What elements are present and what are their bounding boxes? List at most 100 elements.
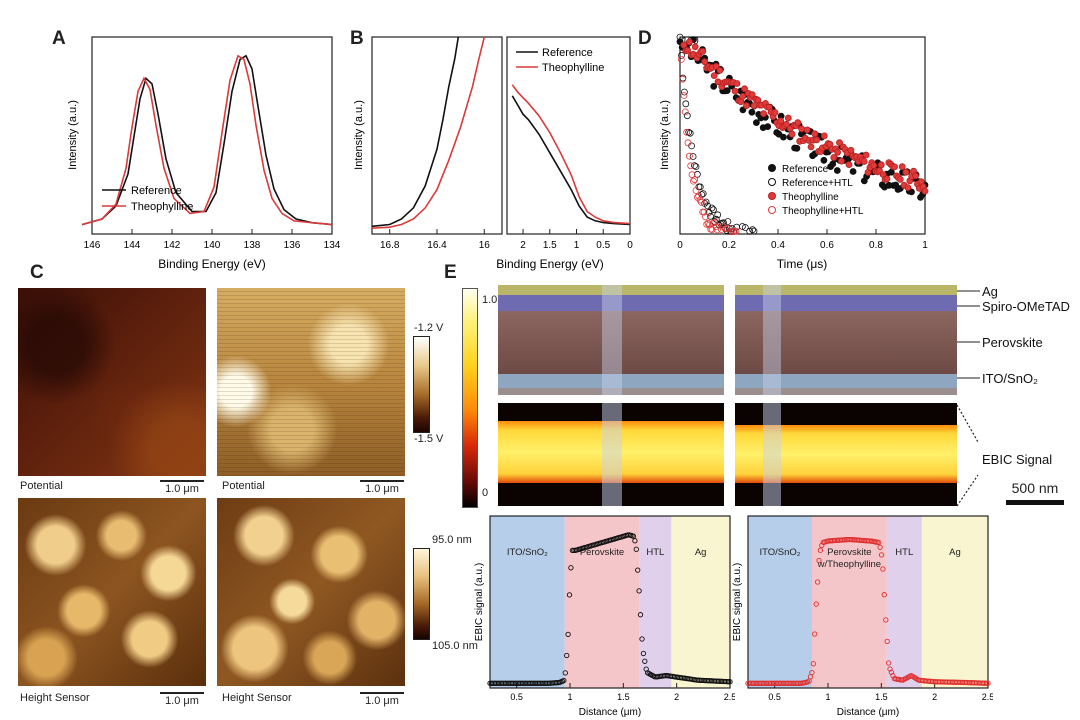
legend-d-reference-htl-marker <box>768 178 776 186</box>
scale-bar-potential-reference: 1.0 μm <box>160 480 204 495</box>
chart-d-point-theophylline <box>891 163 899 171</box>
chart-e1-xtick-label-1: 1 <box>567 692 572 702</box>
chart-d-point-theophylline-htl <box>681 108 689 116</box>
chart-b-left-series-theophylline <box>372 37 486 229</box>
chart-d-point-reference-htl <box>692 163 700 171</box>
chart-b-right-xtick-label-1: 1.5 <box>543 240 557 251</box>
chart-a-xlabel: Binding Energy (eV) <box>158 257 265 271</box>
chart-d-point-reference-htl <box>686 129 694 137</box>
potential-image-reference <box>18 288 206 476</box>
chart-d-point-theophylline-htl <box>680 92 688 99</box>
chart-e2-point <box>812 631 818 637</box>
chart-d-point-theophylline <box>912 172 919 180</box>
chart-e2-point <box>880 566 886 572</box>
chart-e2-xtick-label-2: 1.5 <box>875 692 888 702</box>
chart-d-point-reference <box>820 156 828 164</box>
sem-cross-section-theophylline <box>735 285 957 395</box>
chart-e2-point <box>883 617 889 623</box>
chart-e2-point <box>985 680 991 686</box>
chart-b-right-xtick-label-0: 2 <box>520 240 526 251</box>
legend-a-theophylline: Theophylline <box>131 201 193 213</box>
panel-letter-d: D <box>638 28 652 49</box>
chart-e1-xtick-label-3: 2 <box>674 692 679 702</box>
chart-d-point-theophylline-htl <box>690 177 697 185</box>
ebic-map-reference <box>498 403 724 506</box>
chart-d-point-theophylline <box>877 161 885 169</box>
chart-d-point-theophylline-htl <box>704 219 712 227</box>
chart-e1-point <box>632 538 638 544</box>
potential-caption-reference: Potential <box>20 480 63 492</box>
legend-d-theophylline: Theophylline <box>782 192 839 203</box>
chart-a-xtick-label-6: 134 <box>324 240 341 251</box>
height-colorbar-top: 95.0 nm <box>432 534 472 546</box>
chart-d-point-theophylline <box>731 87 739 95</box>
chart-e2-point <box>817 547 824 553</box>
chart-e2-region-label-1: Perovskite <box>827 547 871 558</box>
legend-d-theophylline-htl-marker <box>768 206 776 214</box>
chart-e2-point <box>810 661 816 667</box>
potential-colorbar-top: -1.2 V <box>414 322 444 334</box>
legend-d-theophylline-marker <box>768 192 776 200</box>
legend-b-theophylline: Theophylline <box>542 62 604 74</box>
chart-e1-point <box>636 588 642 594</box>
chart-e1-region-0 <box>490 516 565 688</box>
panel-letter-a: A <box>52 28 66 49</box>
chart-d-ylabel: Intensity (a.u.) <box>660 100 671 170</box>
chart-d-point-theophylline <box>845 161 853 169</box>
height-colorbar-bottom: 105.0 nm <box>432 640 478 652</box>
chart-e2-point <box>881 592 887 598</box>
chart-d-point-theophylline <box>870 162 878 169</box>
ebic-colorbar-top: 1.0 <box>482 294 498 306</box>
chart-e2-point <box>876 539 882 546</box>
chart-e2-point <box>890 672 896 679</box>
chart-d-xtick-label-0: 0 <box>677 240 683 251</box>
chart-d-point-theophylline <box>784 114 792 122</box>
chart-e2-region-0 <box>748 516 812 688</box>
chart-d-point-theophylline <box>783 120 790 128</box>
chart-b-left-xtick-label-2: 16 <box>479 240 491 251</box>
chart-e1-point <box>630 533 637 539</box>
chart-d-point-theophylline <box>837 157 845 165</box>
chart-a-series-theophylline <box>81 54 333 226</box>
height-image-theophylline <box>217 498 405 686</box>
chart-d-point-reference-htl <box>724 218 732 225</box>
chart-e1-point <box>637 612 644 618</box>
chart-d-point-theophylline <box>710 72 718 79</box>
chart-e2-point <box>813 601 819 607</box>
chart-e1-point <box>565 631 571 638</box>
ebic-colorbar-bottom: 0 <box>482 487 489 499</box>
chart-d-point-theophylline <box>684 46 692 54</box>
potential-caption-theophylline: Potential <box>222 480 265 492</box>
chart-e1-region-label-2: HTL <box>646 547 664 558</box>
chart-d-point-reference <box>849 168 857 175</box>
chart-d-point-reference-htl <box>682 100 690 108</box>
chart-d-point-theophylline <box>862 151 870 159</box>
chart-e1-point <box>639 636 645 642</box>
panel-letter-e: E <box>444 262 457 283</box>
chart-d-point-reference-htl <box>696 183 704 191</box>
chart-d-point-theophylline <box>741 85 748 93</box>
chart-d-point-theophylline <box>716 67 724 74</box>
chart-d-point-reference-htl <box>680 88 688 96</box>
chart-e1-point <box>566 592 573 598</box>
chart-d-point-reference-htl <box>741 224 749 231</box>
chart-e2-ylabel: EBIC signal (a.u.) <box>732 563 743 641</box>
chart-e1-region-3 <box>671 516 730 688</box>
sem-cross-section-reference <box>498 285 724 395</box>
chart-d-point-theophylline-htl <box>685 152 693 160</box>
chart-d-point-theophylline <box>691 43 699 51</box>
chart-d-point-theophylline <box>733 80 741 87</box>
chart-e-profile-reference: ITO/SnO₂ Perovskite HTL Ag EBIC signal (a.u… <box>474 515 735 718</box>
ebic-signal-label: EBIC Signal <box>982 452 1053 467</box>
layer-label-ito: ITO/SnO₂ <box>982 371 1039 386</box>
panel-letter-c: C <box>30 262 44 283</box>
chart-e1-region-label-0: ITO/SnO₂ <box>507 547 548 558</box>
chart-e2-point <box>877 544 883 550</box>
chart-d-point-theophylline <box>748 91 756 99</box>
chart-d-point-theophylline <box>699 47 707 55</box>
chart-d-point-reference-htl <box>676 33 684 41</box>
chart-e1-point <box>635 567 641 573</box>
chart-e2-point <box>887 666 893 672</box>
legend-d-reference: Reference <box>782 164 829 175</box>
layer-label-spiro: Spiro-OMeTAD <box>982 299 1070 314</box>
